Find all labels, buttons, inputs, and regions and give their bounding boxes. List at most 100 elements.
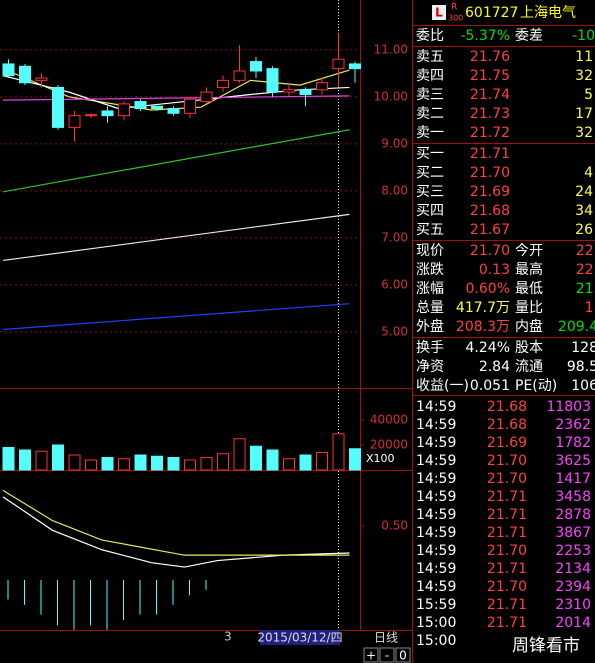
ma-line xyxy=(2,213,350,262)
candle-body xyxy=(68,115,81,128)
volume-bar xyxy=(250,445,262,471)
volume-bar xyxy=(19,449,31,471)
volume-bar xyxy=(349,448,361,471)
candle-body xyxy=(2,63,15,77)
quote-text: 2362 xyxy=(555,417,591,433)
volume-bar xyxy=(332,433,345,471)
quote-text: 21.70 xyxy=(470,165,510,181)
quote-text: 22. xyxy=(576,243,595,259)
quote-text: 卖二 xyxy=(416,106,444,122)
quote-text: 换手 xyxy=(416,339,444,356)
period: 日线 xyxy=(374,631,398,645)
quote-text: 卖一 xyxy=(416,125,444,141)
quote-text: 32 xyxy=(575,125,593,141)
date-marker: 3 xyxy=(224,630,232,644)
badge xyxy=(432,5,446,20)
quote-text: 买三 xyxy=(416,184,444,200)
dea-line xyxy=(2,489,350,556)
quote-text: 21.70 xyxy=(487,579,527,595)
ma-line xyxy=(2,303,350,331)
candle-body xyxy=(101,110,114,117)
quote-text: 14:59 xyxy=(416,453,456,469)
y-tick-label: 5.00 xyxy=(381,324,408,338)
quote-text: 今开 xyxy=(515,243,543,259)
quote-text: 21.72 xyxy=(470,125,510,141)
quote-text: 14:59 xyxy=(416,435,456,451)
quote-text: 106 xyxy=(571,378,595,394)
quote-text: 14:59 xyxy=(416,417,456,433)
candle-body xyxy=(134,101,147,110)
candle-body xyxy=(52,86,64,128)
quote-text: 2310 xyxy=(555,597,591,613)
quote-text: 1417 xyxy=(555,471,591,487)
y-tick-label: 6.00 xyxy=(381,277,408,291)
dif-line xyxy=(2,496,350,568)
quote-text: 209.4 xyxy=(558,319,595,335)
quote-text: 量比 xyxy=(515,300,543,316)
y-tick-label: 11.00 xyxy=(374,42,408,56)
quote-text: 净资 xyxy=(416,359,444,375)
quote-text: PE(动) xyxy=(515,378,557,394)
candle-body xyxy=(283,89,295,93)
quote-text: 21. xyxy=(576,281,595,297)
quote-text: 15:00 xyxy=(416,615,456,631)
quote-text: 14:59 xyxy=(416,399,456,415)
quote-text: 21.69 xyxy=(470,184,510,200)
candle-body xyxy=(118,103,130,117)
quote-text: 流通 xyxy=(515,359,543,375)
quote-text: 21.76 xyxy=(470,49,510,65)
stock-name: 上海电气 xyxy=(520,5,576,21)
zoom-button-label: - xyxy=(385,649,389,663)
volume-bar xyxy=(200,457,213,471)
candle-body xyxy=(233,70,246,81)
quote-text: 2394 xyxy=(555,579,591,595)
candle-body xyxy=(299,89,312,95)
quote-text: 卖四 xyxy=(416,68,444,84)
quote-text: 买一 xyxy=(416,146,444,162)
candle-body xyxy=(19,65,31,84)
quote-text: 1. xyxy=(585,300,595,316)
quote-text: 2253 xyxy=(555,543,591,559)
zoom-button[interactable] xyxy=(395,647,411,663)
candle-body xyxy=(250,61,262,72)
cursor-date: 2015/03/12/四 xyxy=(257,631,342,645)
quote-text: 0.051 xyxy=(470,378,510,394)
zoom-button[interactable] xyxy=(363,647,379,663)
quote-text: 15:00 xyxy=(416,633,456,649)
quote-text: 2014 xyxy=(555,615,591,631)
quote-text: 22. xyxy=(576,262,595,278)
quote-text: 买四 xyxy=(416,203,444,219)
volume-bar xyxy=(184,459,196,471)
quote-text: 21.68 xyxy=(470,203,510,219)
quote-text: 21.73 xyxy=(470,106,510,122)
quote-text: 34 xyxy=(575,203,593,219)
quote-text: 最低 xyxy=(515,281,543,297)
quote-text: 委比 xyxy=(416,28,444,44)
quote-text: 委差 xyxy=(515,28,543,44)
quote-text: 买五 xyxy=(416,222,444,238)
quote-text: 21.71 xyxy=(487,507,527,523)
date-box xyxy=(260,630,340,645)
volume-bar xyxy=(217,453,229,471)
quote-text: 26 xyxy=(575,222,593,238)
quote-text: 17 xyxy=(575,106,593,122)
y-tick-label: 0.50 xyxy=(381,518,408,532)
zoom-button[interactable] xyxy=(379,647,395,663)
y-tick-label: 7.00 xyxy=(381,230,408,244)
y-tick-label: 40000 xyxy=(370,413,408,427)
candle-body xyxy=(266,68,279,93)
quote-text: 最高 xyxy=(515,261,543,278)
quote-text: 24 xyxy=(575,184,593,200)
stock-code: 601727 xyxy=(465,5,518,21)
quote-text: -10 xyxy=(572,28,595,44)
quote-text: 内盘 xyxy=(515,318,543,335)
quote-text: 21.71 xyxy=(487,561,527,577)
candle-body xyxy=(349,63,361,70)
quote-text: 现价 xyxy=(416,243,444,259)
y-tick-label: 9.00 xyxy=(381,136,408,150)
volume-bar xyxy=(151,455,163,471)
candle-body xyxy=(217,79,229,88)
watermark: 周锋看市 xyxy=(512,636,580,656)
quote-text: 2.84 xyxy=(479,359,510,375)
